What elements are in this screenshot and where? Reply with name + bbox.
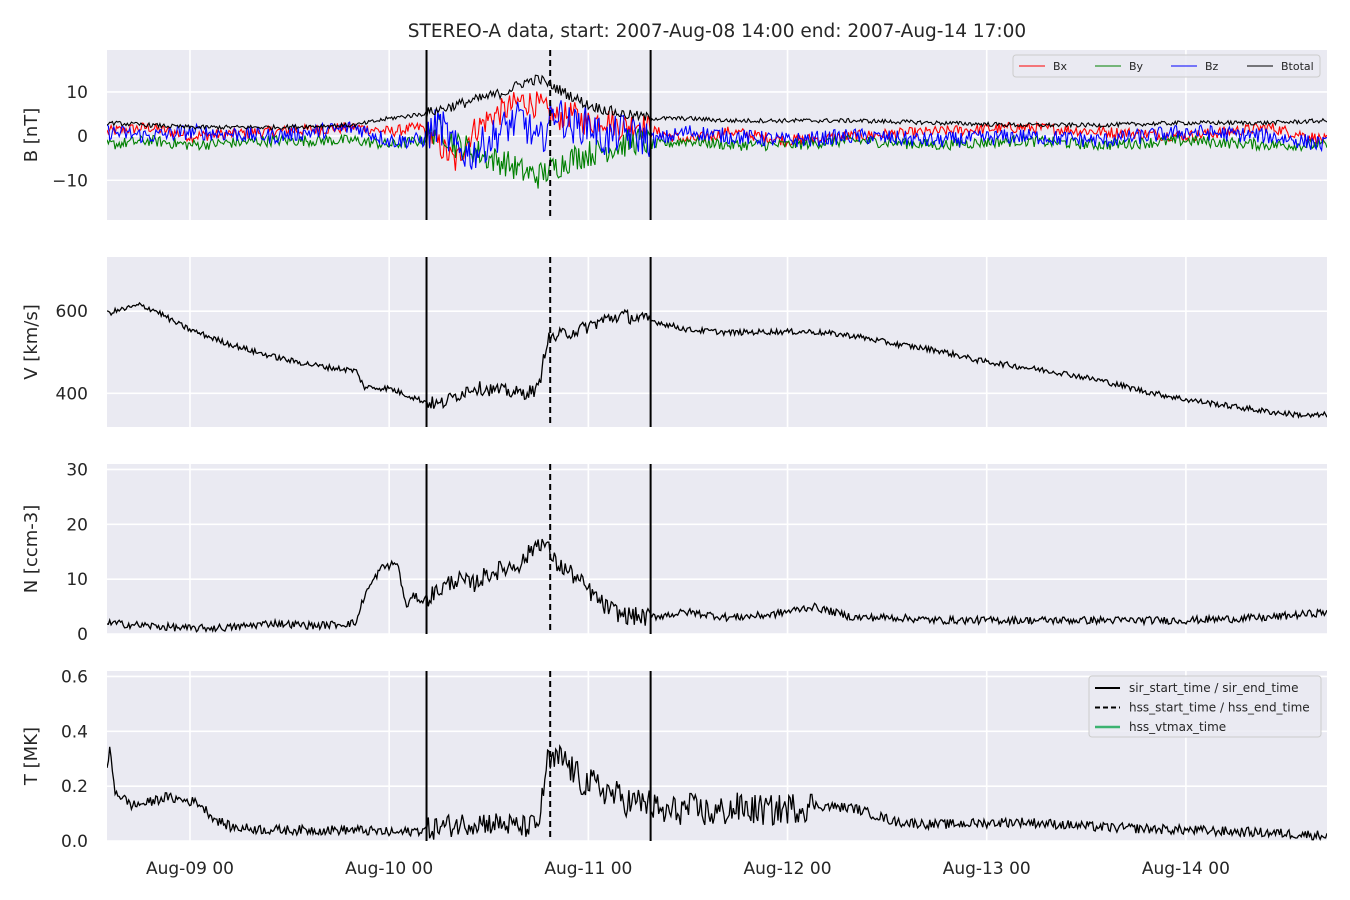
legend-label-bz: Bz (1205, 60, 1219, 73)
y-tick-label: 0.2 (61, 777, 88, 797)
x-tick-label: Aug-13 00 (943, 859, 1031, 879)
y-tick-label: 10 (66, 83, 88, 103)
series-group (107, 538, 1327, 634)
y-tick-label: −10 (52, 171, 88, 191)
series-group (107, 301, 1327, 420)
y-axis-label: V [km/s] (21, 304, 42, 379)
series-group (107, 744, 1327, 841)
series-line-data (107, 744, 1327, 841)
series-group (107, 74, 1327, 189)
y-axis-label: N [ccm-3] (21, 505, 42, 594)
t-legend: sir_start_time / sir_end_time hss_start_t… (1088, 675, 1322, 738)
y-tick-label: 400 (56, 384, 88, 404)
y-tick-label: 600 (56, 302, 88, 322)
y-tick-label: 10 (66, 570, 88, 590)
y-axis-label: B [nT] (21, 108, 42, 163)
x-tick-label: Aug-12 00 (744, 859, 832, 879)
b-legend-frame (1012, 54, 1321, 78)
legend-label-0: sir_start_time / sir_end_time (1129, 681, 1299, 695)
series-line-data (107, 538, 1327, 634)
x-tick-label: Aug-09 00 (146, 859, 234, 879)
x-tick-label: Aug-14 00 (1142, 859, 1230, 879)
t-legend-frame (1088, 675, 1322, 738)
y-tick-label: 0 (77, 625, 88, 645)
panel-2: 600 400 V [km/s] (21, 257, 1327, 427)
series-line-by (107, 114, 1327, 189)
series-line-data (107, 301, 1327, 420)
y-tick-label: 0.6 (61, 667, 88, 687)
panel-4: 0.6 0.4 0.2 0.0 T [MK] sir_start_time / sir_e… (21, 667, 1327, 852)
y-tick-label: 20 (66, 515, 88, 535)
panel-background (107, 464, 1327, 634)
x-tick-label: Aug-11 00 (544, 859, 632, 879)
chart-title: STEREO-A data, start: 2007-Aug-08 14:00 … (408, 21, 1026, 42)
y-tick-label: 30 (66, 460, 88, 480)
y-axis-label: T [MK] (21, 727, 42, 786)
y-tick-label: 0 (77, 127, 88, 147)
series-line-bz (107, 100, 1327, 170)
panel-background (107, 257, 1327, 427)
legend-label-btotal: Btotal (1281, 60, 1314, 73)
y-tick-label: 0.4 (61, 722, 88, 742)
b-legend: Bx By Bz Btotal (1012, 54, 1321, 78)
series-line-btotal (107, 74, 1327, 131)
legend-label-by: By (1129, 60, 1144, 73)
legend-label-2: hss_vtmax_time (1129, 720, 1226, 734)
legend-label-bx: Bx (1053, 60, 1068, 73)
panel-3: 30 20 10 0 N [ccm-3] (21, 460, 1327, 645)
x-tick-label: Aug-10 00 (345, 859, 433, 879)
panel-1: 10 0 −10 B [nT] Bx By Bz Btotal (21, 50, 1327, 220)
y-tick-label: 0.0 (61, 832, 88, 852)
legend-label-1: hss_start_time / hss_end_time (1129, 701, 1310, 715)
